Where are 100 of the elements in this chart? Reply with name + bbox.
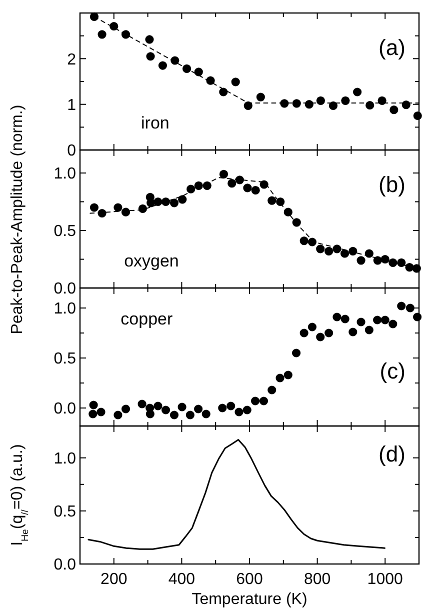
y-axis-title: Peak-to-Peak-Amplitude (norm.) (9, 104, 26, 334)
x-tick-label: 200 (100, 571, 128, 588)
point (121, 208, 130, 216)
point (406, 304, 414, 312)
point (243, 184, 252, 192)
point (178, 195, 187, 204)
point (202, 410, 210, 418)
point (378, 96, 386, 105)
point (276, 374, 284, 382)
point (413, 111, 422, 120)
point (316, 332, 325, 342)
point (356, 256, 366, 265)
point (324, 246, 334, 256)
point (202, 181, 212, 190)
point (268, 386, 276, 394)
point (182, 64, 192, 74)
point (348, 328, 358, 336)
annotation: oxygen (124, 251, 179, 270)
point (397, 258, 406, 267)
point (158, 61, 168, 70)
point (380, 254, 390, 264)
point (332, 312, 342, 322)
point (178, 402, 186, 412)
point (364, 326, 374, 334)
point (98, 30, 106, 39)
y-tick-label: 1.0 (54, 450, 76, 468)
point (292, 348, 301, 358)
annotation: (d) (378, 441, 406, 466)
point (341, 96, 350, 105)
point (161, 197, 170, 206)
point (89, 400, 98, 410)
point (219, 88, 228, 96)
point (146, 52, 155, 61)
point (114, 203, 122, 212)
point (304, 100, 314, 109)
point (226, 402, 236, 410)
point (284, 370, 292, 380)
y-tick-label: 0.0 (54, 280, 76, 298)
point (380, 316, 390, 324)
y-tick-label: 0 (67, 142, 76, 160)
point (228, 179, 236, 188)
point (194, 404, 203, 414)
y-tick-label: 0.5 (54, 504, 76, 521)
point (390, 106, 398, 114)
point (244, 101, 252, 110)
point (276, 197, 285, 206)
point (402, 100, 410, 110)
x-tick-label: 400 (168, 571, 196, 588)
y-tick-label: 0.5 (54, 223, 76, 240)
point (90, 12, 99, 21)
annotation: (b) (378, 172, 406, 198)
y-tick-label: 1 (67, 96, 76, 114)
point (194, 181, 203, 190)
y-tick-label: 2 (67, 51, 76, 68)
y-tick-label: 0.0 (54, 400, 76, 418)
point (366, 100, 374, 110)
point (121, 30, 130, 39)
y-tick-label: 0.5 (54, 350, 76, 368)
point (219, 170, 228, 178)
point (259, 396, 268, 406)
y-tick-label: 1.0 (54, 300, 76, 318)
annotation: iron (141, 114, 170, 133)
point (231, 78, 240, 86)
point (268, 196, 276, 205)
point (154, 402, 162, 410)
annotation: copper (120, 309, 173, 328)
x-tick-label: 600 (236, 571, 263, 588)
point (234, 408, 244, 416)
point (413, 312, 422, 322)
point (146, 410, 154, 418)
point (98, 208, 106, 218)
point (353, 88, 362, 96)
x-axis-title: Temperature (K) (192, 591, 308, 608)
point (300, 328, 308, 338)
x-tick-label: 1000 (367, 571, 403, 588)
point (242, 406, 252, 414)
point (308, 238, 317, 246)
point (316, 96, 325, 105)
point (96, 408, 106, 416)
annotation: (a) (378, 34, 406, 60)
point (324, 328, 334, 338)
point (412, 264, 421, 273)
point (308, 322, 317, 332)
point (250, 396, 260, 406)
x-tick-label: 800 (304, 571, 331, 588)
point (138, 400, 146, 408)
y-tick-label: 0.0 (54, 556, 76, 574)
point (316, 244, 325, 254)
y-tick-label: 1.0 (54, 166, 76, 183)
point (251, 186, 260, 195)
point (170, 410, 179, 420)
point (340, 249, 350, 258)
point (256, 92, 265, 102)
point (110, 22, 118, 31)
point (186, 410, 194, 420)
point (300, 236, 308, 246)
point (90, 203, 99, 212)
point (114, 410, 122, 420)
point (397, 302, 406, 310)
point (170, 198, 179, 208)
